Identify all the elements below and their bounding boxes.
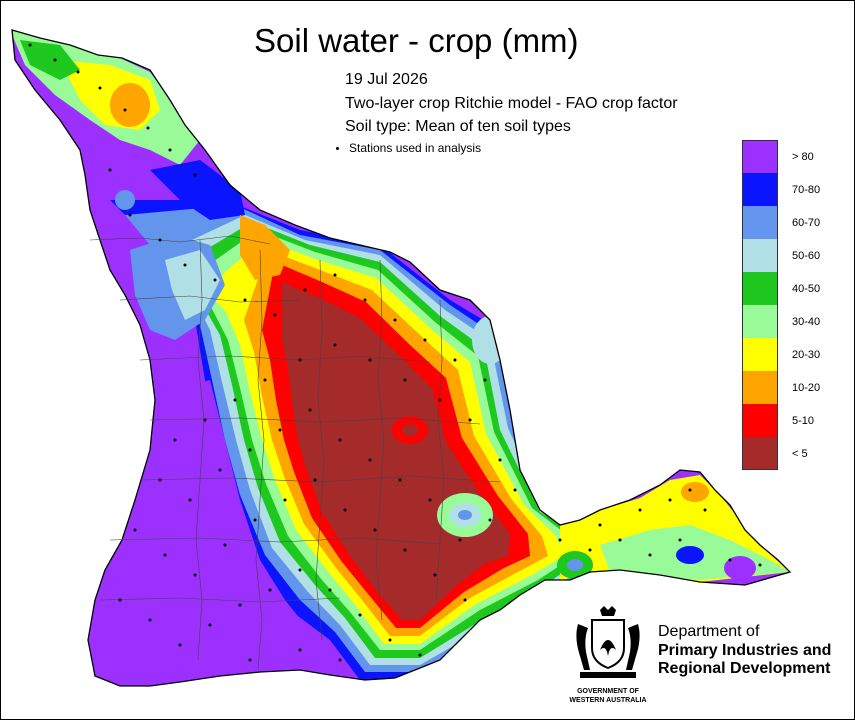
legend-item: 40-50	[742, 272, 847, 305]
legend-swatch	[742, 404, 778, 437]
legend-label: 10-20	[792, 382, 821, 394]
legend-item: 50-60	[742, 239, 847, 272]
legend-label: > 80	[792, 151, 814, 163]
legend-swatch	[742, 371, 778, 404]
legend-label: 70-80	[792, 184, 821, 196]
legend-label: 60-70	[792, 217, 821, 229]
legend-item: 70-80	[742, 173, 847, 206]
stations-label: Stations used in analysis	[349, 141, 482, 155]
legend-label: 50-60	[792, 250, 821, 262]
legend-swatch	[742, 239, 778, 272]
legend-item: 30-40	[742, 305, 847, 338]
map-date: 19 Jul 2026	[345, 71, 428, 88]
legend: > 80 70-80 60-70 50-60 40-50 30-40 20-30…	[742, 140, 847, 470]
legend-swatch	[742, 206, 778, 239]
soil-type: Soil type: Mean of ten soil types	[345, 118, 571, 135]
stations-note: Stations used in analysis	[336, 141, 481, 155]
legend-item: < 5	[742, 437, 847, 470]
legend-swatch	[742, 437, 778, 470]
legend-label: 40-50	[792, 283, 821, 295]
legend-swatch	[742, 338, 778, 371]
legend-swatch	[742, 173, 778, 206]
government-line-1: GOVERNMENT OF	[577, 688, 639, 695]
map-title: Soil water - crop (mm)	[254, 22, 579, 59]
legend-item: > 80	[742, 140, 847, 173]
legend-label: < 5	[792, 448, 808, 460]
station-dot-icon	[336, 147, 339, 151]
legend-label: 20-30	[792, 349, 821, 361]
legend-swatch	[742, 140, 778, 173]
legend-item: 20-30	[742, 338, 847, 371]
department-line-3: Regional Development	[658, 660, 831, 677]
legend-swatch	[742, 272, 778, 305]
department-line-1: Department of	[658, 623, 760, 640]
government-line-2: WESTERN AUSTRALIA	[569, 697, 647, 704]
legend-swatch	[742, 305, 778, 338]
wa-coat-of-arms-icon	[576, 606, 640, 678]
legend-item: 5-10	[742, 404, 847, 437]
legend-item: 10-20	[742, 371, 847, 404]
legend-item: 60-70	[742, 206, 847, 239]
model-description: Two-layer crop Ritchie model - FAO crop …	[345, 95, 678, 112]
legend-label: 30-40	[792, 316, 821, 328]
legend-label: 5-10	[792, 415, 815, 427]
department-line-2: Primary Industries and	[658, 642, 832, 659]
